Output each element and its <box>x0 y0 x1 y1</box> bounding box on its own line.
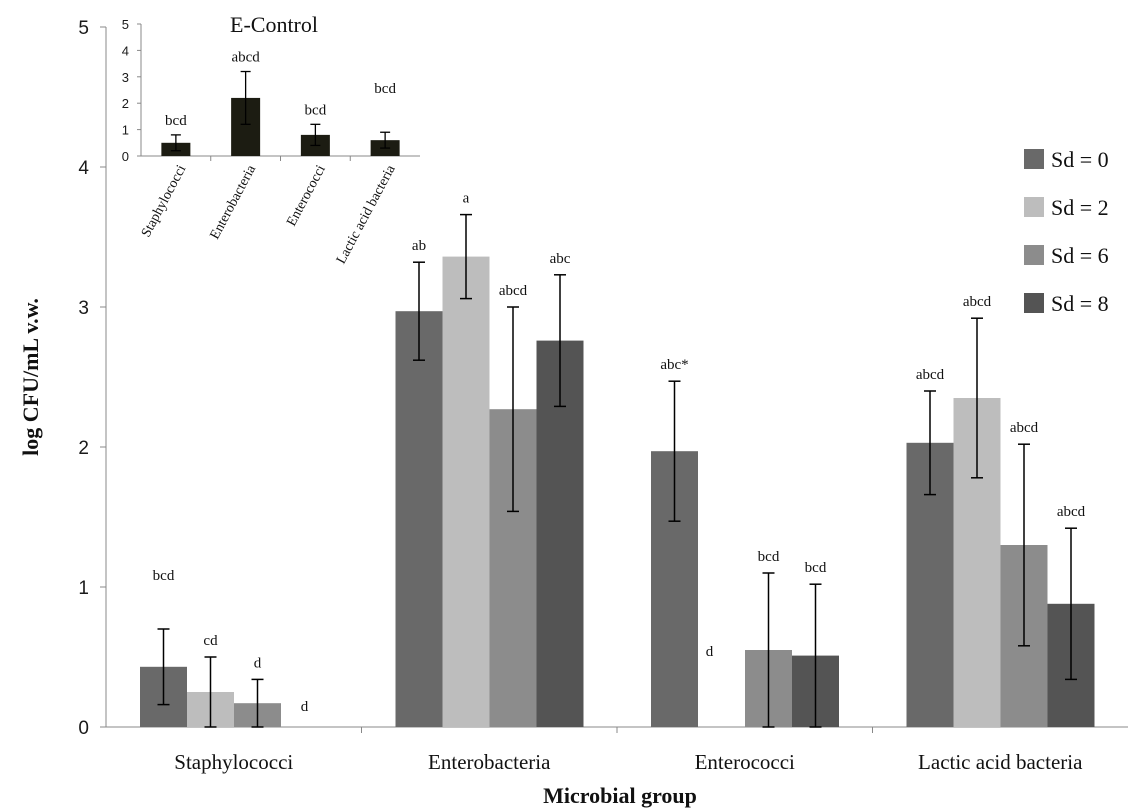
legend-swatch <box>1024 149 1044 169</box>
inset-category-label: Staphylococci <box>139 163 190 240</box>
significance-label: d <box>254 655 262 671</box>
y-tick-label: 0 <box>78 718 89 739</box>
inset-y-tick-label: 4 <box>122 43 129 58</box>
significance-label: abcd <box>963 294 992 310</box>
x-axis-title: Microbial group <box>543 783 697 808</box>
legend-swatch <box>1024 197 1044 217</box>
significance-label: ab <box>412 238 426 254</box>
legend-label: Sd = 0 <box>1051 147 1109 172</box>
inset-y-tick-label: 3 <box>122 70 129 85</box>
bar <box>395 311 443 727</box>
inset-y-tick-label: 0 <box>122 149 129 164</box>
significance-label: abcd <box>1010 420 1039 436</box>
legend-swatch <box>1024 245 1044 265</box>
y-tick-label: 2 <box>78 438 89 459</box>
x-category-label: Lactic acid bacteria <box>918 750 1083 774</box>
significance-label: a <box>463 191 470 207</box>
x-category-label: Enterococci <box>695 750 795 774</box>
inset-significance-label: bcd <box>374 81 396 97</box>
legend-swatch <box>1024 293 1044 313</box>
inset-category-label: Enterobacteria <box>208 162 260 242</box>
significance-label: d <box>706 644 714 660</box>
inset-y-tick-label: 1 <box>122 123 129 138</box>
y-tick-label: 5 <box>78 18 89 39</box>
y-tick-label: 3 <box>78 298 89 319</box>
significance-label: bcd <box>153 568 175 584</box>
inset-title: E-Control <box>230 12 318 37</box>
significance-label: abcd <box>1057 504 1086 520</box>
inset-chart: 0 1 2 3 4 5 E-Control bcd Staphylococci abcd Enter… <box>122 12 420 267</box>
y-axis-title: log CFU/mL v.w. <box>18 298 43 456</box>
inset-significance-label: bcd <box>305 102 327 118</box>
inset-y-tick-label: 2 <box>122 96 129 111</box>
inset-significance-label: abcd <box>231 50 260 66</box>
legend-label: Sd = 8 <box>1051 291 1109 316</box>
significance-label: abcd <box>499 283 528 299</box>
significance-label: d <box>301 699 309 715</box>
significance-label: abcd <box>916 367 945 383</box>
significance-label: abc* <box>660 357 688 373</box>
inset-y-tick-label: 5 <box>122 17 129 32</box>
y-tick-label: 1 <box>78 578 89 599</box>
significance-label: bcd <box>805 560 827 576</box>
legend: Sd = 0 Sd = 2 Sd = 6 Sd = 8 <box>1024 147 1109 316</box>
significance-label: cd <box>203 633 218 649</box>
inset-category-label: Lactic acid bacteria <box>334 162 399 266</box>
legend-label: Sd = 6 <box>1051 243 1109 268</box>
plot-area: 0 1 2 3 4 5 Staphylococci Enterobacteria Enteroc… <box>18 18 1128 808</box>
inset-significance-label: bcd <box>165 113 187 129</box>
significance-label: bcd <box>758 549 780 565</box>
x-category-label: Staphylococci <box>174 750 293 774</box>
bar <box>442 256 490 727</box>
legend-label: Sd = 2 <box>1051 195 1109 220</box>
significance-label: abc <box>550 251 571 267</box>
inset-category-label: Enterococci <box>284 163 329 229</box>
y-tick-label: 4 <box>78 158 89 179</box>
x-category-label: Enterobacteria <box>428 750 551 774</box>
